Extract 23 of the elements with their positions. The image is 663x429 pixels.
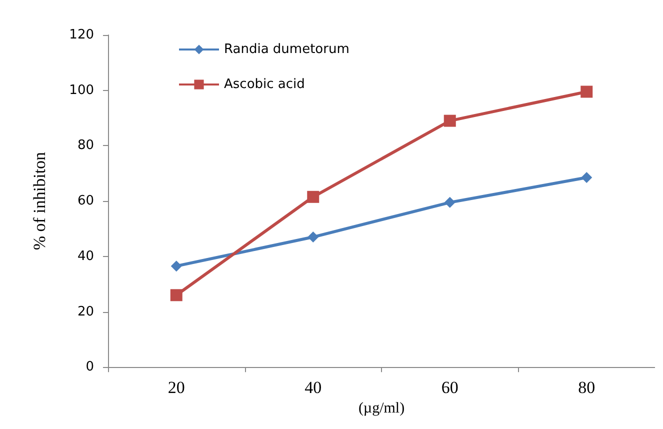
point	[444, 196, 456, 208]
y-tick-label: 40	[77, 248, 94, 264]
point	[170, 289, 182, 302]
legend-label: Randia dumetorum	[224, 42, 350, 57]
point	[444, 114, 456, 127]
legend-label: Ascobic acid	[224, 77, 305, 92]
point	[581, 172, 592, 184]
x-axis-title: (µg/ml)	[358, 400, 405, 416]
y-tick-label: 120	[69, 28, 94, 42]
y-axis-title: % of inhibiton	[30, 151, 49, 250]
y-tick-label: 80	[77, 138, 94, 154]
y-tick-label: 100	[69, 82, 94, 98]
point	[307, 190, 320, 203]
point	[170, 260, 182, 272]
point	[308, 232, 319, 243]
y-tick-label: 20	[77, 304, 94, 320]
x-tick-label: 80	[578, 378, 596, 398]
x-tick-label: 60	[441, 378, 458, 398]
y-tick-label: 60	[77, 194, 94, 209]
x-tick-label: 40	[304, 378, 322, 398]
x-tick-label: 20	[168, 378, 185, 398]
y-tick-label: 0	[86, 360, 94, 375]
point	[580, 86, 593, 98]
